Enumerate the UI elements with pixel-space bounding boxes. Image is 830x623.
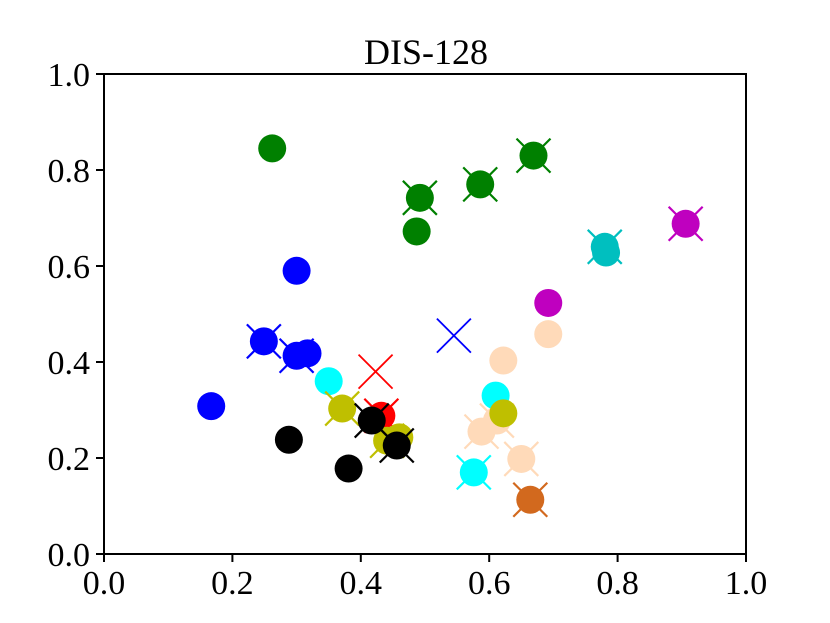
- y-tick-label: 0.2: [48, 441, 91, 478]
- data-point: [456, 454, 492, 491]
- point-marker: [274, 425, 303, 454]
- point-marker: [534, 320, 563, 349]
- y-tick-label: 0.6: [48, 249, 91, 286]
- data-point: [378, 427, 415, 464]
- point-marker: [459, 458, 488, 487]
- axes: 0.0 0.2 0.4 0.6 0.8 1.0 0.0 0.2 0.4 0.6 0.8 1.0: [48, 57, 768, 602]
- plot-area: [197, 134, 704, 518]
- point-marker: [293, 339, 322, 368]
- centroid-stroke: [357, 353, 394, 390]
- data-point: [282, 256, 311, 285]
- x-tick-label: 0.2: [211, 565, 254, 602]
- data-point: [489, 399, 518, 428]
- point-marker: [467, 417, 496, 446]
- point-marker: [516, 485, 545, 514]
- data-point: [353, 402, 390, 439]
- centroid-stroke: [436, 317, 472, 354]
- point-marker: [402, 217, 431, 246]
- data-point: [592, 238, 621, 267]
- data-point: [534, 288, 563, 317]
- point-marker: [489, 399, 518, 428]
- point-marker: [328, 394, 357, 423]
- point-marker: [314, 367, 343, 396]
- point-marker: [489, 346, 518, 375]
- data-point: [324, 390, 360, 427]
- data-point: [197, 392, 226, 421]
- data-point: [503, 441, 540, 477]
- data-point: [534, 320, 563, 349]
- data-point: [334, 454, 363, 483]
- data-point: [402, 180, 438, 216]
- data-point: [402, 217, 431, 246]
- data-point: [258, 134, 287, 163]
- data-point: [667, 205, 704, 242]
- point-marker: [534, 288, 563, 317]
- x-tick-label: 0.6: [468, 565, 511, 602]
- point-marker: [671, 209, 700, 238]
- centroid-marker: [357, 353, 394, 390]
- y-tick-label: 0.8: [48, 153, 91, 190]
- point-marker: [507, 444, 536, 473]
- point-marker: [382, 431, 411, 460]
- x-tick-label: 0.8: [596, 565, 639, 602]
- chart-title: DIS-128: [364, 32, 488, 72]
- data-point: [293, 339, 322, 368]
- data-point: [512, 481, 549, 518]
- x-tick-label: 0.0: [83, 565, 126, 602]
- y-tick-label: 1.0: [48, 57, 91, 94]
- plot-frame: [103, 73, 747, 555]
- point-marker: [258, 134, 287, 163]
- point-marker: [592, 238, 621, 267]
- point-marker: [282, 256, 311, 285]
- point-marker: [357, 406, 386, 435]
- data-point: [314, 367, 343, 396]
- data-point: [515, 137, 552, 174]
- point-marker: [466, 170, 495, 199]
- point-marker: [334, 454, 363, 483]
- x-tick-label: 0.4: [340, 565, 383, 602]
- point-marker: [405, 183, 434, 212]
- point-marker: [249, 327, 278, 356]
- data-point: [246, 323, 282, 360]
- data-point: [462, 166, 498, 203]
- data-point: [489, 346, 518, 375]
- centroid-marker: [436, 317, 472, 354]
- x-tick-label: 1.0: [725, 565, 768, 602]
- point-marker: [519, 141, 548, 170]
- data-point: [274, 425, 303, 454]
- y-tick-label: 0.0: [48, 537, 91, 574]
- point-marker: [197, 392, 226, 421]
- y-tick-label: 0.4: [48, 345, 91, 382]
